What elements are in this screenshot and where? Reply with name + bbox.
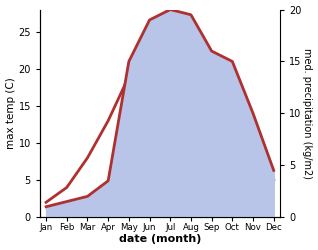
Y-axis label: max temp (C): max temp (C): [5, 78, 16, 149]
X-axis label: date (month): date (month): [119, 234, 201, 244]
Y-axis label: med. precipitation (kg/m2): med. precipitation (kg/m2): [302, 48, 313, 179]
